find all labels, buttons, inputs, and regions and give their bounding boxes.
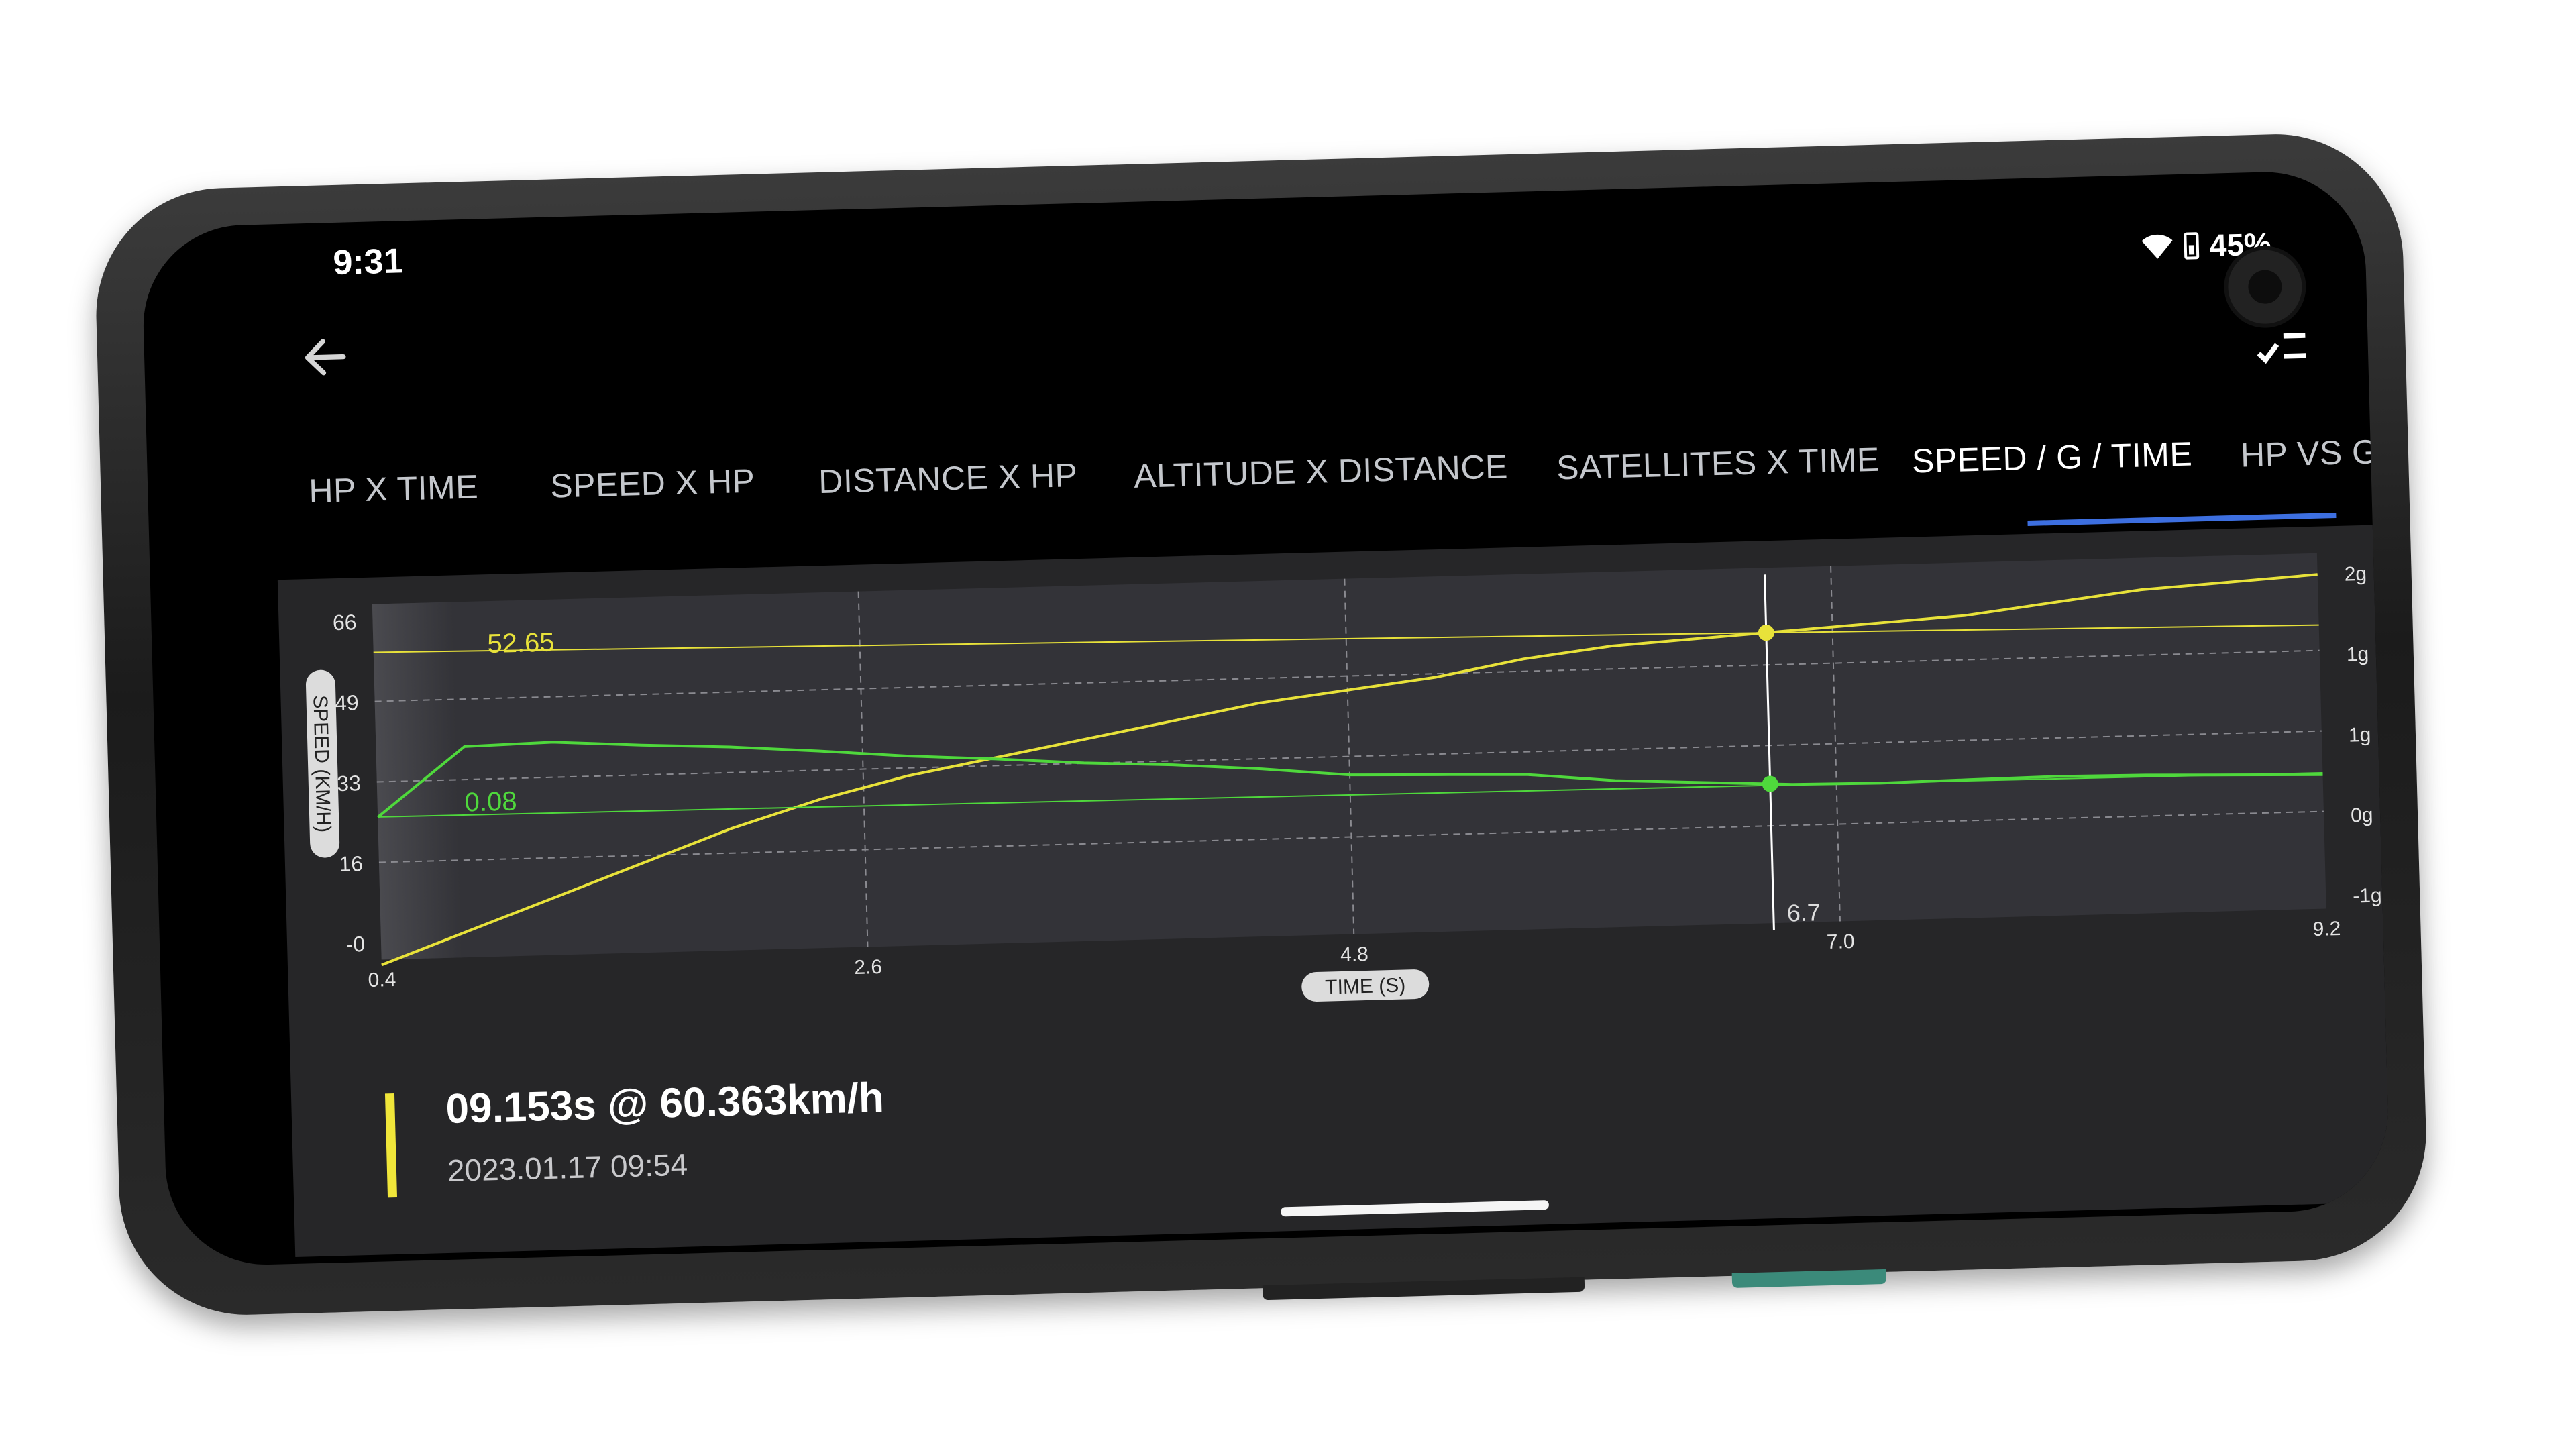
run-summary-title: 09.153s @ 60.363km/h xyxy=(445,1074,885,1133)
x-axis-label-pill xyxy=(1301,969,1430,1002)
x-tick-label: 2.6 xyxy=(854,956,883,979)
right-tick-label: -1g xyxy=(2353,884,2382,907)
x-tick-label: 9.2 xyxy=(2312,918,2341,941)
g-cursor-dot xyxy=(1762,775,1778,792)
chart-panel: -0 16 33 49 66 2g 1g 1g 0g -1g 0.4 2.6 4.8 7.0 9.2 5… xyxy=(277,525,2391,1257)
right-axis: 2g 1g 1g 0g -1g xyxy=(2344,563,2382,908)
left-axis: -0 16 33 49 66 xyxy=(332,610,365,957)
speed-cursor-dot xyxy=(1758,625,1774,641)
x-tick-label: 0.4 xyxy=(368,969,396,991)
speed-crosshair xyxy=(373,624,2319,653)
tab-altitude-x-distance[interactable]: ALTITUDE X DISTANCE xyxy=(1133,447,1509,495)
g-readout: 0.08 xyxy=(464,786,517,817)
right-tick-label: 0g xyxy=(2351,804,2373,827)
volume-button xyxy=(1731,1269,1887,1288)
grid-line-h xyxy=(376,730,2322,783)
tab-satellites-x-time[interactable]: SATELLITES X TIME xyxy=(1556,440,1880,487)
y-axis-label-pill xyxy=(305,669,340,858)
tab-speed-x-hp[interactable]: SPEED X HP xyxy=(549,462,756,505)
speed-readout: 52.65 xyxy=(487,627,555,659)
g-crosshair xyxy=(378,771,2323,818)
grid-line-v xyxy=(1344,578,1355,934)
run-summary-date: 2023.01.17 09:54 xyxy=(447,1146,688,1188)
phone-device: 9:31 45% HP X TIME SPEED X HP DISTANCE X… xyxy=(93,131,2430,1318)
left-tick-label: 33 xyxy=(337,771,362,796)
x-tick-label: 4.8 xyxy=(1340,943,1369,966)
left-tick-label: 49 xyxy=(335,690,360,715)
x-axis-label: TIME (S) xyxy=(1301,969,1430,1002)
checklist-icon[interactable] xyxy=(2255,325,2310,367)
tab-speed-g-time[interactable]: SPEED / G / TIME xyxy=(1911,435,2193,480)
tab-hp-vs-g[interactable]: HP VS G xyxy=(2240,433,2379,474)
right-tick-label: 1g xyxy=(2346,643,2369,666)
grid-line-v xyxy=(857,591,869,947)
right-tick-label: 2g xyxy=(2344,563,2367,586)
speed-color-marker xyxy=(384,1093,398,1198)
wifi-icon xyxy=(2141,234,2173,259)
front-camera xyxy=(2222,245,2308,329)
x-tick-label: 7.0 xyxy=(1826,930,1855,953)
active-tab-indicator xyxy=(2027,512,2337,526)
status-time: 9:31 xyxy=(332,241,404,282)
grid xyxy=(374,566,2324,947)
grid-line-v xyxy=(1830,566,1841,922)
tab-distance-x-hp[interactable]: DISTANCE X HP xyxy=(818,456,1079,501)
y-axis-label: SPEED (KM/H) xyxy=(305,669,340,858)
left-tick-label: 16 xyxy=(339,851,364,876)
back-arrow-icon[interactable] xyxy=(298,329,353,384)
x-axis: 0.4 2.6 4.8 7.0 9.2 xyxy=(368,918,2341,991)
left-tick-label: 66 xyxy=(332,610,357,635)
status-icons: 45% xyxy=(2141,225,2271,265)
right-tick-label: 1g xyxy=(2349,724,2371,747)
cursor-layer: 52.65 0.08 6.7 xyxy=(373,574,2323,930)
speed-g-time-chart[interactable]: -0 16 33 49 66 2g 1g 1g 0g -1g 0.4 2.6 4.8 7.0 9.2 5… xyxy=(278,525,2391,1049)
y-axis-label-text: SPEED (KM/H) xyxy=(309,695,334,833)
cursor-x-label: 6.7 xyxy=(1786,898,1821,926)
battery-icon xyxy=(2184,232,2200,260)
tab-hp-x-time[interactable]: HP X TIME xyxy=(308,468,479,511)
phone-screen: 9:31 45% HP X TIME SPEED X HP DISTANCE X… xyxy=(141,169,2391,1267)
left-tick-label: -0 xyxy=(345,932,365,957)
x-axis-label-text: TIME (S) xyxy=(1325,975,1406,999)
